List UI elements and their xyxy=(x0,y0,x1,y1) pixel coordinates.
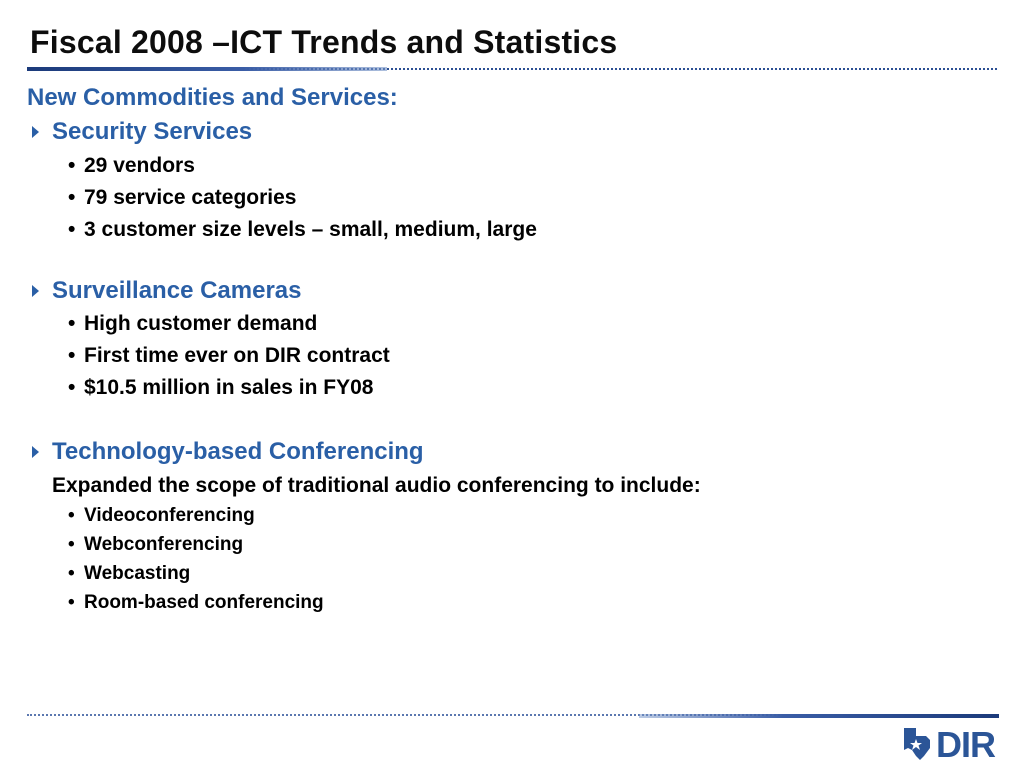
list-item: • 79 service categories xyxy=(68,186,297,209)
dir-logo: DIR xyxy=(904,724,997,762)
list-item: • $10.5 million in sales in FY08 xyxy=(68,376,374,399)
footer-divider xyxy=(27,714,999,718)
texas-star-icon xyxy=(904,728,930,760)
bullet-icon: • xyxy=(68,505,75,526)
list-item: • High customer demand xyxy=(68,312,318,335)
bullet-icon: • xyxy=(68,312,76,335)
list-item: • 29 vendors xyxy=(68,154,195,177)
bullet-icon: • xyxy=(68,563,75,584)
list-item: • Room-based conferencing xyxy=(68,592,324,613)
triangle-right-icon xyxy=(32,126,39,138)
bullet-icon: • xyxy=(68,154,76,177)
section-technology-conferencing: Technology-based Conferencing xyxy=(32,438,424,466)
list-item: • First time ever on DIR contract xyxy=(68,344,390,367)
section-label: Security Services xyxy=(52,118,253,145)
list-item: • Webcasting xyxy=(68,563,191,584)
section-security-services: Security Services xyxy=(32,118,252,146)
slide-title: Fiscal 2008 –ICT Trends and Statistics xyxy=(30,24,618,60)
list-item: • Videoconferencing xyxy=(68,505,255,526)
section-heading: New Commodities and Services: xyxy=(27,84,398,111)
header-divider xyxy=(27,67,997,71)
list-item: • Webconferencing xyxy=(68,534,244,555)
section-description: Expanded the scope of traditional audio … xyxy=(52,474,701,497)
logo-text: DIR xyxy=(936,724,996,762)
bullet-icon: • xyxy=(68,344,76,367)
section-label: Surveillance Cameras xyxy=(52,277,302,304)
bullet-icon: • xyxy=(68,376,76,399)
bullet-icon: • xyxy=(68,534,75,555)
bullet-icon: • xyxy=(68,592,75,613)
list-item: • 3 customer size levels – small, medium,… xyxy=(68,218,537,241)
bullet-icon: • xyxy=(68,186,76,209)
bullet-icon: • xyxy=(68,218,76,241)
section-label: Technology-based Conferencing xyxy=(52,438,424,465)
section-surveillance-cameras: Surveillance Cameras xyxy=(32,277,301,305)
triangle-right-icon xyxy=(32,285,39,297)
triangle-right-icon xyxy=(32,446,39,458)
